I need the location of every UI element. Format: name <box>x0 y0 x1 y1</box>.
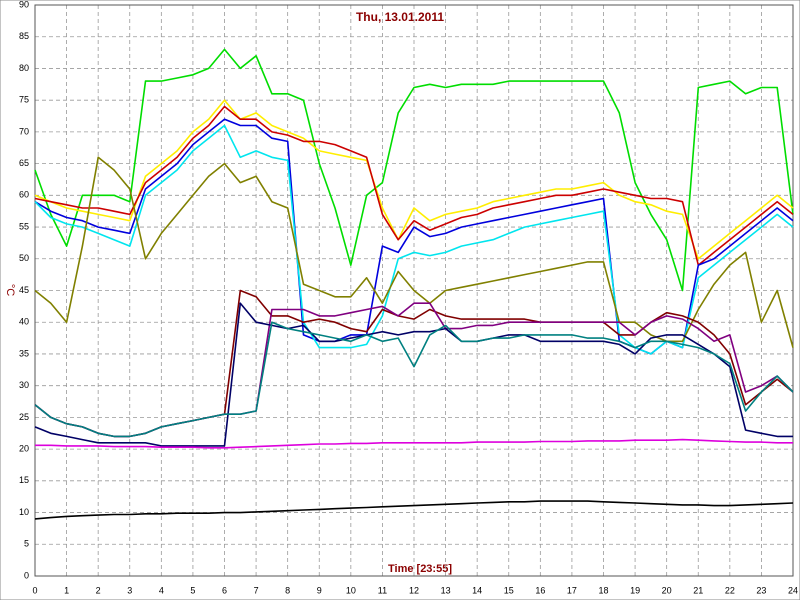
y-tick-label: 25 <box>19 412 29 422</box>
y-tick-label: 60 <box>19 190 29 200</box>
x-tick-label: 24 <box>788 585 798 595</box>
x-tick-label: 17 <box>567 585 577 595</box>
x-tick-label: 2 <box>96 585 101 595</box>
x-tick-label: 16 <box>535 585 545 595</box>
y-tick-label: 70 <box>19 126 29 136</box>
x-tick-label: 21 <box>693 585 703 595</box>
y-tick-label: 55 <box>19 221 29 231</box>
x-tick-label: 10 <box>346 585 356 595</box>
y-tick-label: 75 <box>19 95 29 105</box>
series-line <box>35 438 793 449</box>
x-tick-label: 14 <box>472 585 482 595</box>
x-tick-label: 12 <box>409 585 419 595</box>
y-tick-label: 65 <box>19 158 29 168</box>
series-line <box>34 105 794 266</box>
y-axis-label: °C <box>4 284 16 296</box>
y-tick-label: 0 <box>24 570 29 580</box>
x-tick-label: 1 <box>64 585 69 595</box>
x-tick-label: 15 <box>504 585 514 595</box>
y-tick-label: 40 <box>19 317 29 327</box>
x-tick-label: 8 <box>285 585 290 595</box>
y-tick-label: 35 <box>19 348 29 358</box>
x-axis-label: Time [23:55] <box>388 563 452 575</box>
y-tick-label: 30 <box>19 380 29 390</box>
x-tick-label: 9 <box>317 585 322 595</box>
x-tick-label: 3 <box>127 585 132 595</box>
y-tick-label: 80 <box>19 63 29 73</box>
x-tick-label: 20 <box>662 585 672 595</box>
x-tick-label: 4 <box>159 585 164 595</box>
x-tick-label: 7 <box>254 585 259 595</box>
y-tick-label: 15 <box>19 475 29 485</box>
series-line <box>34 99 794 260</box>
y-tick-label: 85 <box>19 31 29 41</box>
series-line <box>34 500 794 520</box>
y-tick-label: 20 <box>19 443 29 453</box>
series-line <box>34 302 793 447</box>
y-tick-label: 90 <box>19 0 29 9</box>
x-tick-label: 6 <box>222 585 227 595</box>
series-line <box>34 48 794 292</box>
y-tick-label: 5 <box>24 539 29 549</box>
x-tick-label: 13 <box>441 585 451 595</box>
x-tick-label: 19 <box>630 585 640 595</box>
y-tick-label: 50 <box>19 253 29 263</box>
x-tick-label: 11 <box>378 585 387 595</box>
x-tick-label: 23 <box>756 585 766 595</box>
series-line <box>34 321 794 438</box>
chart-title: Thu, 13.01.2011 <box>356 10 444 24</box>
x-tick-label: 18 <box>598 585 608 595</box>
x-tick-label: 5 <box>190 585 195 595</box>
y-tick-label: 45 <box>19 285 29 295</box>
x-tick-label: 22 <box>725 585 735 595</box>
y-tick-label: 10 <box>19 507 29 517</box>
x-tick-label: 0 <box>32 585 37 595</box>
